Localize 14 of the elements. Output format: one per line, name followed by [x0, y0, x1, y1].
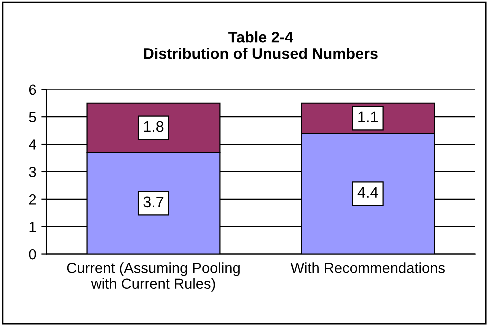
y-tick-label: 2 [29, 194, 36, 205]
x-tick-label: With Recommendations [290, 262, 445, 274]
y-tick-label: 4 [29, 140, 36, 150]
data-label: 1.8 [144, 121, 164, 132]
data-label: 3.7 [144, 196, 164, 208]
x-tick-label: Current (Assuming Pooling with Current Rules) [67, 262, 240, 292]
y-tick-label: 1 [30, 222, 36, 232]
y-tick-label: 5 [29, 112, 36, 123]
y-tick-label: 6 [29, 84, 36, 96]
data-label: 1.1 [358, 112, 378, 122]
chart-title: Table 2-4 Distribution of Unused Numbers [144, 32, 378, 60]
y-tick-label: 3 [29, 167, 36, 178]
data-label: 4.4 [358, 187, 378, 198]
y-tick-label: 0 [29, 249, 36, 260]
